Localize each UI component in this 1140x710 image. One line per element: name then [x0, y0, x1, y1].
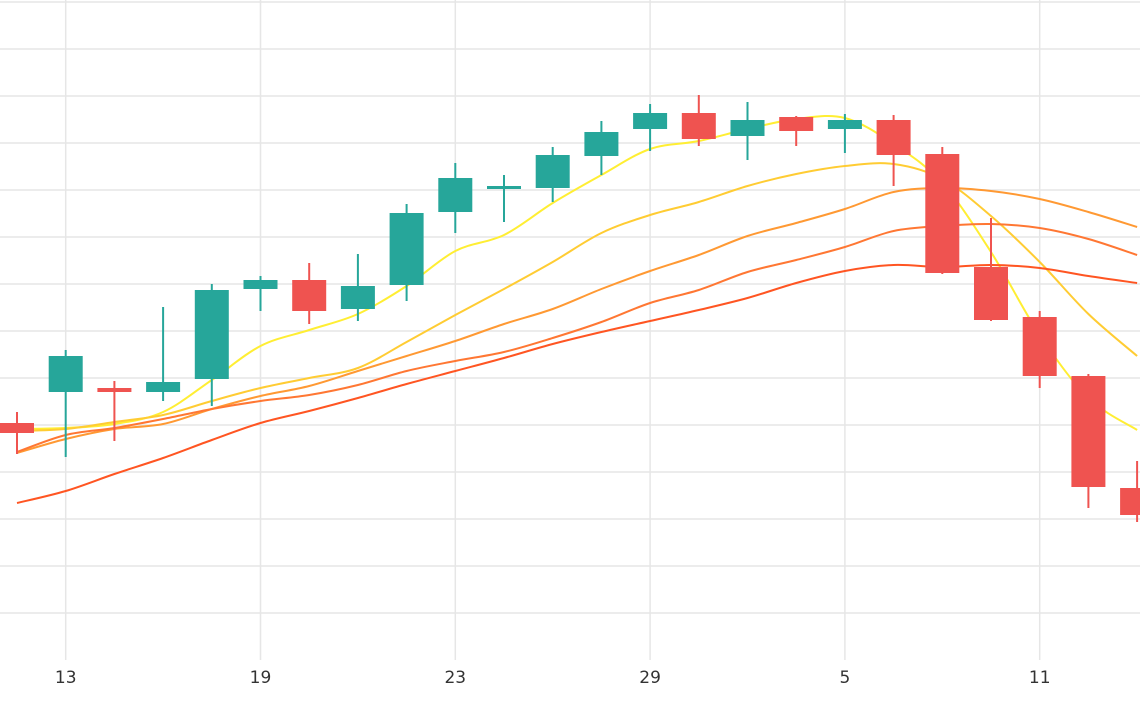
candle-body [974, 267, 1008, 320]
x-tick-label: 5 [839, 668, 850, 688]
candle [389, 204, 424, 301]
moving-average-line [16, 186, 1138, 454]
candle-body [1071, 376, 1106, 487]
candle-body [681, 113, 716, 139]
candle [535, 147, 570, 202]
candles [0, 95, 1140, 522]
candle-body [292, 280, 327, 311]
candle [730, 102, 765, 160]
moving-average-line [16, 263, 1138, 504]
x-tick-label: 29 [639, 668, 661, 688]
candle [1022, 311, 1057, 388]
candle-body [876, 120, 911, 155]
candle-body [48, 356, 83, 392]
x-axis-tick-labels: 13 19 23 29 5 11 [55, 668, 1051, 688]
candle-body [243, 280, 278, 289]
candle-body [146, 382, 181, 392]
x-tick-label: 23 [444, 668, 466, 688]
x-tick-label: 13 [55, 668, 77, 688]
candle-body [584, 132, 619, 156]
candle [876, 115, 911, 186]
candle [925, 147, 960, 274]
candle [681, 95, 716, 146]
candle-body [340, 286, 375, 309]
moving-average-lines [16, 115, 1138, 504]
moving-average-line [16, 115, 1138, 431]
x-tick-label: 11 [1029, 668, 1051, 688]
candle [97, 381, 132, 441]
candle-body [194, 290, 229, 379]
candle [974, 218, 1008, 321]
candle-body [1120, 488, 1140, 515]
candle-body [389, 213, 424, 285]
candle [779, 116, 814, 146]
candle [194, 284, 229, 406]
candle [827, 114, 862, 153]
candle [340, 254, 375, 321]
candle [243, 276, 278, 311]
candle [0, 412, 34, 454]
candle-body [487, 186, 521, 189]
candle [584, 121, 619, 175]
moving-average-line [16, 162, 1138, 432]
candle-body [730, 120, 765, 136]
candle-body [779, 117, 814, 131]
candle [146, 307, 181, 401]
candle [438, 163, 473, 233]
horizontal-gridlines [0, 1, 1140, 614]
candle [48, 350, 83, 457]
candle [633, 104, 668, 151]
candle-body [1022, 317, 1057, 376]
candle [487, 175, 521, 222]
candle-body [0, 423, 34, 433]
candle-body [535, 155, 570, 188]
candle-body [97, 388, 132, 392]
candle [292, 263, 327, 324]
candle [1120, 461, 1140, 522]
candle-body [925, 154, 960, 273]
candle-body [633, 113, 668, 129]
candle [1071, 374, 1106, 508]
candle-body [438, 178, 473, 212]
x-tick-label: 19 [250, 668, 272, 688]
candle-body [827, 120, 862, 129]
